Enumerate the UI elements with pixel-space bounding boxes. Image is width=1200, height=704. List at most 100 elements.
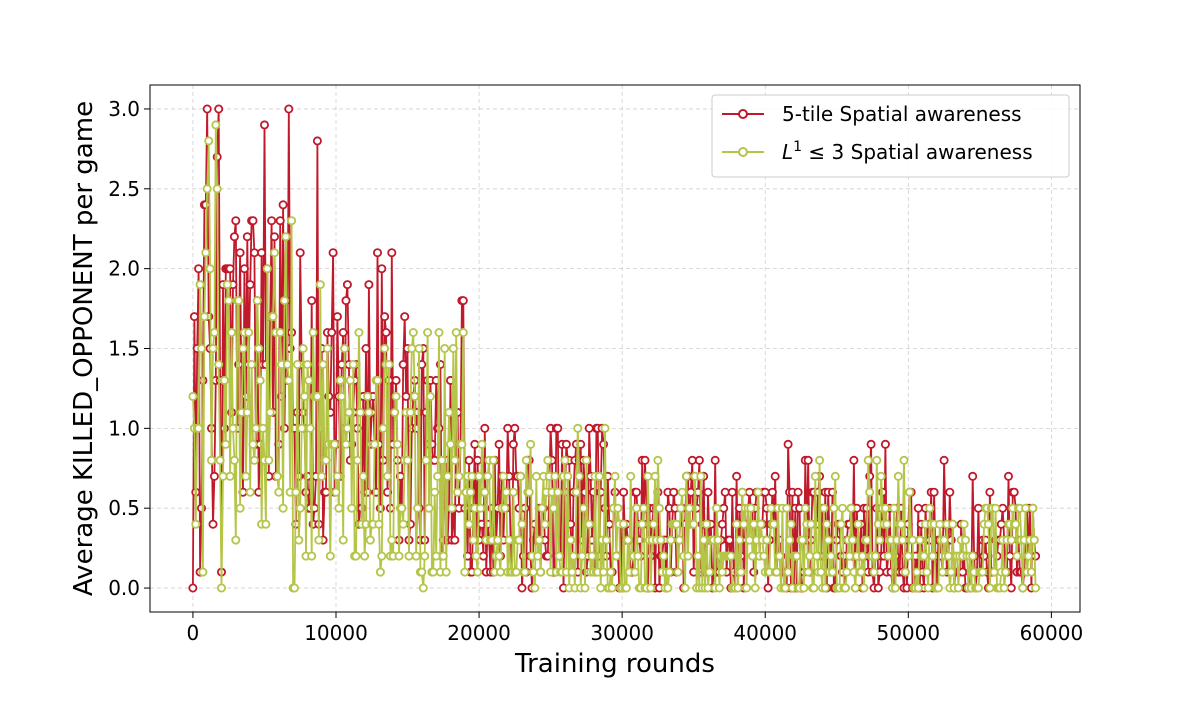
data-point	[531, 471, 541, 481]
data-point	[498, 471, 508, 481]
data-point	[725, 535, 735, 545]
data-point	[387, 248, 397, 258]
data-point	[633, 551, 643, 561]
y-tick-label: 2.0	[108, 257, 140, 281]
data-point	[838, 503, 848, 513]
data-point	[938, 567, 948, 577]
data-point	[212, 184, 222, 194]
data-point	[327, 327, 337, 337]
data-point	[239, 264, 249, 274]
data-point	[517, 519, 527, 529]
data-point	[737, 487, 747, 497]
data-point	[656, 535, 666, 545]
data-point	[394, 551, 404, 561]
data-point	[464, 455, 474, 465]
data-point	[792, 551, 802, 561]
data-point	[473, 567, 483, 577]
data-point	[1009, 487, 1019, 497]
data-point	[208, 519, 218, 529]
data-point	[696, 471, 706, 481]
data-point	[501, 487, 511, 497]
data-point	[533, 551, 543, 561]
data-point	[305, 423, 315, 433]
data-point	[262, 264, 272, 274]
legend-entry-l1: L1 ≤ 3 Spatial awareness	[722, 139, 1033, 164]
data-point	[750, 583, 760, 593]
data-point	[732, 519, 742, 529]
data-point	[632, 487, 642, 497]
data-point	[687, 455, 697, 465]
y-tick-label: 1.0	[108, 416, 140, 440]
data-point	[458, 296, 468, 306]
data-point	[198, 567, 208, 577]
data-point	[295, 248, 305, 258]
data-point	[985, 487, 995, 497]
data-point	[563, 471, 573, 481]
data-point	[872, 455, 882, 465]
data-point	[470, 439, 480, 449]
data-point	[611, 551, 621, 561]
data-point	[191, 519, 201, 529]
data-point	[803, 567, 813, 577]
data-point	[189, 312, 199, 322]
data-point	[925, 503, 935, 513]
data-point	[1029, 535, 1039, 545]
data-point	[238, 343, 248, 353]
data-point	[762, 535, 772, 545]
data-point	[998, 503, 1008, 513]
data-point	[649, 519, 659, 529]
data-point	[441, 567, 451, 577]
data-point	[528, 567, 538, 577]
data-point	[245, 280, 255, 290]
data-point	[766, 503, 776, 513]
data-point	[291, 487, 301, 497]
x-axis-ticks: 0 10000 20000 30000 40000 50000 60000	[187, 612, 1083, 645]
data-point	[946, 567, 956, 577]
data-point	[639, 503, 649, 513]
data-point	[364, 407, 374, 417]
data-point	[358, 471, 368, 481]
data-point	[209, 327, 219, 337]
data-point	[599, 567, 609, 577]
series-line-1	[192, 124, 1037, 589]
data-point	[477, 439, 487, 449]
data-point	[712, 503, 722, 513]
data-point	[983, 519, 993, 529]
data-point	[1004, 471, 1014, 481]
data-point	[428, 567, 438, 577]
data-point	[342, 280, 352, 290]
data-point	[450, 535, 460, 545]
data-point	[188, 583, 198, 593]
data-point	[299, 391, 309, 401]
data-point	[686, 487, 696, 497]
data-point	[345, 375, 355, 385]
data-point	[229, 232, 239, 242]
data-point	[893, 471, 903, 481]
data-point	[899, 455, 909, 465]
data-point	[903, 551, 913, 561]
data-point	[504, 535, 514, 545]
data-point	[287, 216, 297, 226]
data-point	[584, 519, 594, 529]
data-point	[654, 503, 664, 513]
data-point	[478, 551, 488, 561]
data-point	[806, 519, 816, 529]
data-point	[380, 312, 390, 322]
data-point	[417, 567, 427, 577]
data-point	[676, 503, 686, 513]
data-point	[414, 343, 424, 353]
data-point	[201, 200, 211, 210]
data-point	[468, 535, 478, 545]
data-point	[206, 455, 216, 465]
data-point	[493, 535, 503, 545]
data-point	[780, 583, 790, 593]
data-point	[221, 439, 231, 449]
data-point	[231, 535, 241, 545]
data-point	[726, 551, 736, 561]
data-point	[508, 439, 518, 449]
x-tick-label: 10000	[304, 621, 368, 645]
data-point	[434, 327, 444, 337]
data-point	[968, 551, 978, 561]
data-point	[809, 583, 819, 593]
data-point	[377, 551, 387, 561]
